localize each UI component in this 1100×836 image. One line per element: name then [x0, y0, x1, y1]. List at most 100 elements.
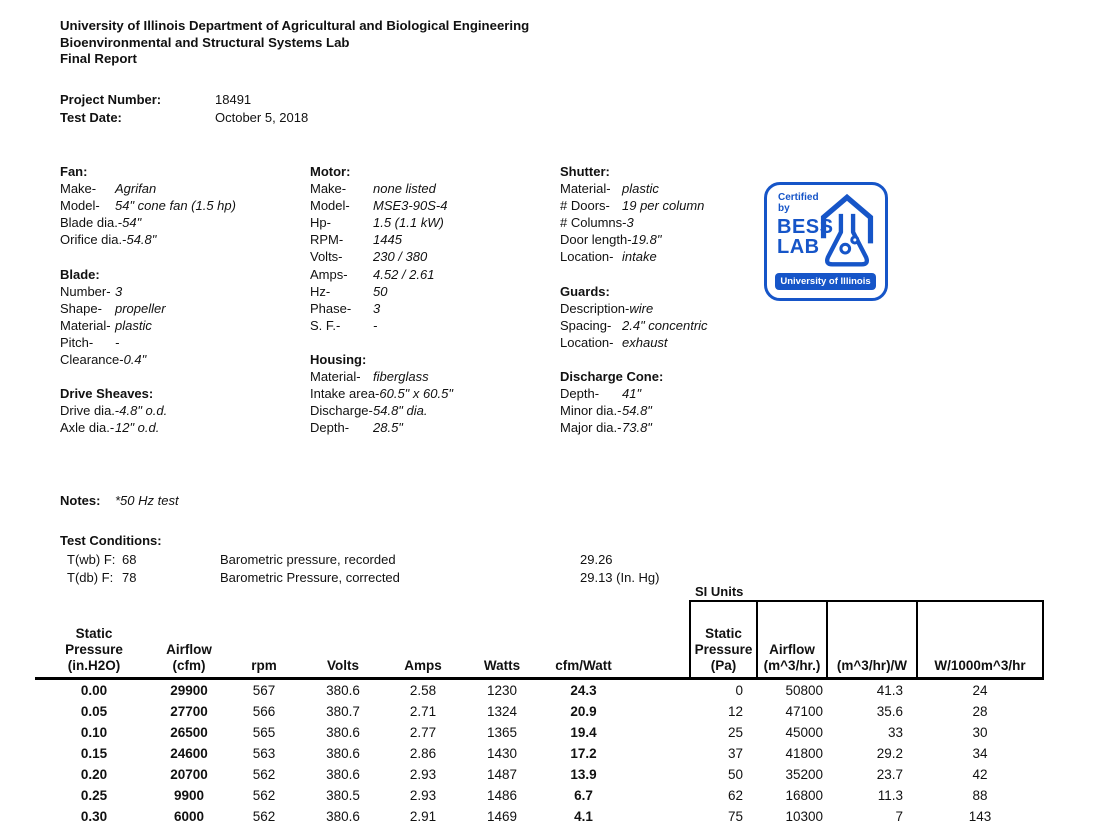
cfm-per-watt: 20.9: [570, 703, 597, 719]
spec-blank-row: [310, 334, 453, 351]
project-number-row: Project Number: 18491: [60, 92, 251, 110]
amps: 2.77: [409, 724, 437, 740]
spec-value: 3: [626, 215, 634, 231]
table-row: 0.30 6000 562 380.6 2.91 1469 4.1 75 10300 7 143: [35, 806, 1043, 827]
table-row: 0.15 24600 563 380.6 2.86 1430 17.2 37 41800 29.2…: [35, 743, 1043, 764]
spec-value: none listed: [373, 181, 436, 197]
column-header-si: Airflow (m^3/hr.): [756, 600, 828, 680]
volts: 380.7: [326, 703, 360, 719]
spec-row: Door length-19.8": [560, 231, 708, 248]
amps: 2.93: [409, 766, 437, 782]
column-header-si: W/1000m^3/hr: [916, 600, 1044, 680]
spec-label: Amps-: [310, 266, 348, 282]
rpm: 562: [252, 808, 276, 824]
volts: 380.6: [326, 682, 360, 698]
spec-row: Blade dia.-54": [60, 214, 236, 231]
spec-label: Model-: [310, 198, 350, 214]
watts: 1487: [486, 766, 518, 782]
spec-row: Material-fiberglass: [310, 368, 453, 385]
org-title: University of Illinois Department of Agr…: [60, 18, 530, 33]
spec-blank-row: [60, 368, 236, 385]
volts: 380.6: [326, 724, 360, 740]
spec-label: Shape-: [60, 300, 102, 316]
spec-row: Location-intake: [560, 248, 708, 265]
spec-section-header: Fan:: [60, 163, 236, 180]
temperature-value: 78: [122, 570, 137, 585]
spec-label: Material-: [310, 369, 361, 385]
static-pressure-inh2o: 0.15: [80, 745, 108, 761]
spec-label: Location-: [560, 334, 614, 350]
spec-value: 54.8": [622, 403, 652, 419]
spec-label: Clearance-: [60, 352, 124, 368]
spec-row: S. F.- -: [310, 317, 453, 334]
test-date-value: October 5, 2018: [215, 110, 309, 125]
amps: 2.93: [409, 787, 437, 803]
spec-value: 60.5" x 60.5": [379, 386, 453, 402]
spec-value: 0.4": [123, 352, 147, 368]
static-pressure-pa: 0: [735, 682, 743, 698]
airflow-m3hr: 47100: [785, 703, 823, 719]
airflow-m3hr: 41800: [785, 745, 823, 761]
spec-value: MSE3-90S-4: [373, 198, 448, 214]
spec-label: Pitch-: [60, 334, 94, 350]
spec-label: Location-: [560, 249, 614, 265]
spec-value: 4.8" o.d.: [119, 403, 168, 419]
volts: 380.6: [326, 745, 360, 761]
static-pressure-inh2o: 0.05: [80, 703, 108, 719]
spec-label: Model-: [60, 198, 100, 214]
spec-value: 12" o.d.: [115, 420, 160, 436]
spec-row: Orifice dia.-54.8": [60, 231, 236, 248]
table-row: 0.10 26500 565 380.6 2.77 1365 19.4 25 45000 33 30: [35, 722, 1043, 743]
spec-row: Number- 3: [60, 283, 236, 300]
spec-label: Hz-: [310, 283, 331, 299]
m3hr-per-watt: 33: [887, 724, 903, 740]
watts: 1230: [486, 682, 518, 698]
spec-section-title: Motor:: [310, 164, 351, 179]
spec-label: # Doors-: [560, 198, 610, 214]
spec-value: intake: [622, 249, 657, 265]
volts: 380.5: [326, 787, 360, 803]
spec-value: 19.8": [631, 232, 662, 248]
watts: 1324: [486, 703, 518, 719]
spec-label: S. F.-: [310, 317, 341, 333]
spec-value: 4.52 / 2.61: [373, 266, 435, 282]
table-header-row: Static Pressure (in.H2O) Airflow (cfm) rpm Vol…: [35, 600, 1044, 680]
spec-row: Make-none listed: [310, 180, 453, 197]
spec-value: fiberglass: [373, 369, 429, 385]
spec-label: Orifice dia.-: [60, 232, 127, 248]
watt-per-1000m3hr: 30: [972, 724, 988, 740]
watts: 1486: [486, 787, 518, 803]
watts: 1469: [486, 808, 518, 824]
cfm-per-watt: 24.3: [570, 682, 597, 698]
spec-value: -: [373, 317, 378, 333]
airflow-m3hr: 16800: [785, 787, 823, 803]
spec-value: 2.4" concentric: [622, 317, 708, 333]
column-header-ip: Watts: [463, 601, 541, 680]
spec-section-title: Fan:: [60, 164, 88, 179]
watts: 1430: [486, 745, 518, 761]
spec-label: Number-: [60, 283, 111, 299]
static-pressure-pa: 50: [727, 766, 743, 782]
spec-label: Volts-: [310, 249, 343, 265]
spec-row: Shape-propeller: [60, 300, 236, 317]
spec-row: Make- Agrifan: [60, 180, 236, 197]
lab-title: Bioenvironmental and Structural Systems …: [60, 34, 350, 50]
rpm: 562: [252, 787, 276, 803]
spec-label: Material-: [560, 181, 611, 197]
spec-section-header: Housing:: [310, 351, 453, 368]
airflow-cfm: 26500: [170, 724, 208, 740]
spec-label: Material-: [60, 317, 111, 333]
airflow-cfm: 20700: [170, 766, 208, 782]
spec-section-header: Blade:: [60, 266, 236, 283]
static-pressure-pa: 12: [727, 703, 743, 719]
si-units-label: SI Units: [695, 584, 744, 599]
watt-per-1000m3hr: 34: [972, 745, 988, 761]
logo-bess-lab-text: BESS LAB: [777, 216, 834, 258]
spec-section-header: Motor:: [310, 163, 453, 180]
airflow-m3hr: 10300: [785, 808, 823, 824]
fan-performance-table: Static Pressure (in.H2O) Airflow (cfm) rpm Vol…: [35, 600, 1044, 827]
m3hr-per-watt: 7: [895, 808, 903, 824]
table-gap-cell: [626, 743, 690, 764]
column-header-ip: Airflow (cfm): [153, 601, 225, 680]
